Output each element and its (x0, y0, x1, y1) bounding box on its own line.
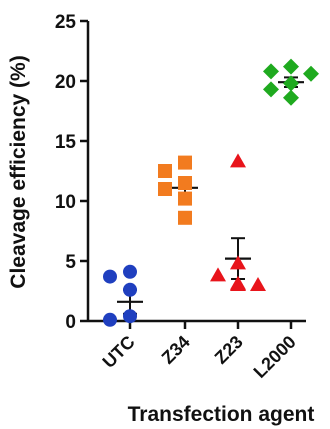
data-point (158, 164, 172, 178)
x-tick-label: Z23 (211, 332, 247, 368)
y-tick-label: 15 (55, 132, 77, 153)
data-point (178, 155, 192, 170)
data-point (123, 309, 137, 324)
data-point (178, 191, 192, 206)
data-point (123, 264, 137, 279)
data-point (178, 176, 192, 190)
y-tick-label: 25 (55, 12, 77, 33)
data-point (230, 153, 246, 168)
x-tick-label: Z34 (158, 332, 194, 368)
axes (86, 21, 306, 323)
x-tick-label: L2000 (250, 332, 300, 382)
y-tick-label: 5 (65, 252, 76, 273)
data-point (250, 277, 266, 291)
data-point (263, 81, 279, 98)
data-point (230, 277, 246, 291)
data-point (103, 312, 117, 327)
y-tick-label: 0 (65, 312, 76, 333)
data-point (103, 269, 117, 284)
data-point (263, 63, 279, 80)
x-ticks: UTC Z34 Z23 L2000 (99, 321, 300, 382)
data-point (230, 255, 246, 270)
data-point (303, 65, 319, 82)
y-ticks: 0 5 10 15 20 25 (55, 12, 88, 333)
data-point (158, 182, 172, 196)
y-tick-label: 20 (55, 72, 76, 93)
x-axis-label: Transfection agent (128, 403, 315, 426)
data-point (283, 75, 299, 92)
x-tick-label: UTC (99, 332, 139, 372)
data-points (103, 58, 319, 327)
y-axis-label: Cleavage efficiency (%) (7, 55, 30, 288)
data-point (283, 58, 299, 75)
y-tick-label: 10 (55, 192, 76, 213)
data-point (210, 267, 226, 282)
data-point (283, 89, 299, 106)
mean-sem-bars (117, 76, 304, 315)
data-point (123, 282, 137, 297)
data-point (178, 210, 192, 225)
